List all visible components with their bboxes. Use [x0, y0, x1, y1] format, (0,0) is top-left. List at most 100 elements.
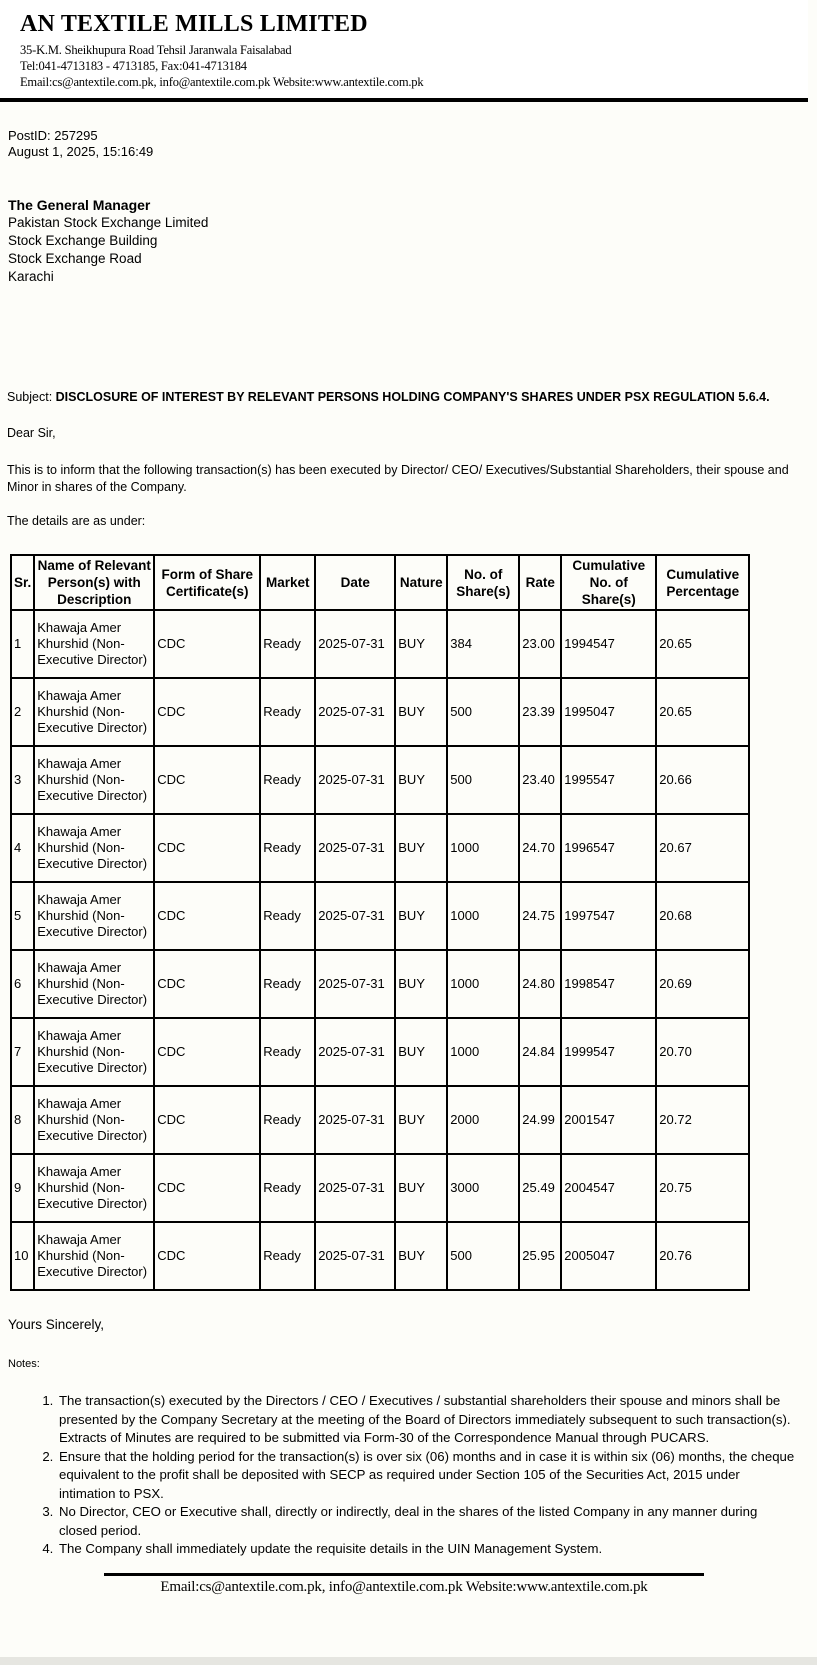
table-cell: 20.75	[655, 1153, 751, 1223]
table-cell: 2025-07-31	[314, 881, 397, 951]
transactions-table: Sr. Name of Relevant Person(s) with Descr…	[9, 554, 751, 1291]
table-row: 4 Khawaja Amer Khurshid (Non-Executive Di…	[9, 813, 751, 883]
letterhead: AN TEXTILE MILLS LIMITED 35-K.M. Sheikhu…	[0, 0, 808, 102]
table-cell: BUY	[394, 881, 449, 951]
table-cell: 2025-07-31	[314, 745, 397, 815]
table-cell: 5	[9, 881, 36, 951]
table-header-cell: Nature	[394, 554, 449, 611]
table-row: 6 Khawaja Amer Khurshid (Non-Executive Di…	[9, 949, 751, 1019]
table-row: 3 Khawaja Amer Khurshid (Non-Executive Di…	[9, 745, 751, 815]
company-contact: Email:cs@antextile.com.pk, info@antextil…	[20, 75, 424, 89]
table-row: 2 Khawaja Amer Khurshid (Non-Executive Di…	[9, 677, 751, 747]
table-cell: Ready	[259, 881, 317, 951]
table-cell: 3	[9, 745, 36, 815]
table-cell: 2001547	[560, 1085, 658, 1155]
table-cell: BUY	[394, 745, 449, 815]
table-cell: 24.70	[518, 813, 563, 883]
table-cell: 1	[9, 609, 36, 679]
table-cell: 24.84	[518, 1017, 563, 1087]
table-cell: 8	[9, 1085, 36, 1155]
subject-text: DISCLOSURE OF INTEREST BY RELEVANT PERSO…	[55, 390, 770, 404]
company-address: 35-K.M. Sheikhupura Road Tehsil Jaranwal…	[20, 43, 292, 57]
table-cell: 25.95	[518, 1221, 563, 1291]
table-cell: 2025-07-31	[314, 813, 397, 883]
table-cell: 20.69	[655, 949, 751, 1019]
table-cell: Ready	[259, 1153, 317, 1223]
table-cell: 24.75	[518, 881, 563, 951]
table-cell: Khawaja Amer Khurshid (Non-Executive Dir…	[33, 1085, 156, 1155]
table-header-cell: Form of Share Certificate(s)	[153, 554, 262, 611]
table-header-cell: Cumulative Percentage	[655, 554, 751, 611]
table-cell: Khawaja Amer Khurshid (Non-Executive Dir…	[33, 677, 156, 747]
table-cell: 2	[9, 677, 36, 747]
table-cell: 1000	[446, 949, 521, 1019]
table-cell: 24.99	[518, 1085, 563, 1155]
table-cell: CDC	[153, 609, 262, 679]
table-row: 5 Khawaja Amer Khurshid (Non-Executive Di…	[9, 881, 751, 951]
table-cell: Khawaja Amer Khurshid (Non-Executive Dir…	[33, 1017, 156, 1087]
addressee-line: Pakistan Stock Exchange Limited	[8, 215, 209, 230]
table-cell: BUY	[394, 609, 449, 679]
table-row: 7 Khawaja Amer Khurshid (Non-Executive Di…	[9, 1017, 751, 1087]
table-cell: 2005047	[560, 1221, 658, 1291]
table-header-cell: Market	[259, 554, 317, 611]
table-row: 1 Khawaja Amer Khurshid (Non-Executive Di…	[9, 609, 751, 679]
table-cell: 20.70	[655, 1017, 751, 1087]
details-intro: The details are as under:	[7, 514, 146, 528]
table-row: 9 Khawaja Amer Khurshid (Non-Executive Di…	[9, 1153, 751, 1223]
table-cell: BUY	[394, 813, 449, 883]
body-paragraph: This is to inform that the following tra…	[7, 463, 789, 494]
table-cell: Ready	[259, 813, 317, 883]
table-cell: Khawaja Amer Khurshid (Non-Executive Dir…	[33, 609, 156, 679]
table-header-cell: Rate	[518, 554, 563, 611]
table-cell: BUY	[394, 1017, 449, 1087]
table-cell: Khawaja Amer Khurshid (Non-Executive Dir…	[33, 745, 156, 815]
table-header-cell: Cumulative No. of Share(s)	[560, 554, 658, 611]
table-cell: 10	[9, 1221, 36, 1291]
table-cell: 1000	[446, 881, 521, 951]
table-cell: CDC	[153, 1153, 262, 1223]
company-name: AN TEXTILE MILLS LIMITED	[20, 11, 368, 37]
table-cell: 500	[446, 677, 521, 747]
table-cell: 2004547	[560, 1153, 658, 1223]
subject-line: Subject: DISCLOSURE OF INTEREST BY RELEV…	[7, 390, 808, 404]
table-cell: 1995547	[560, 745, 658, 815]
addressee-line: Stock Exchange Road	[8, 251, 142, 266]
table-cell: 2025-07-31	[314, 677, 397, 747]
addressee-line: Karachi	[8, 269, 54, 284]
table-cell: 20.76	[655, 1221, 751, 1291]
table-cell: 1994547	[560, 609, 658, 679]
addressee-lines: Pakistan Stock Exchange Limited Stock Exc…	[8, 214, 808, 286]
table-cell: CDC	[153, 881, 262, 951]
table-cell: 20.68	[655, 881, 751, 951]
table-cell: 20.72	[655, 1085, 751, 1155]
table-cell: 6	[9, 949, 36, 1019]
table-cell: 500	[446, 745, 521, 815]
document-page: AN TEXTILE MILLS LIMITED 35-K.M. Sheikhu…	[0, 0, 808, 1596]
company-phone-fax: Tel:041-4713183 - 4713185, Fax:041-47131…	[20, 59, 247, 73]
table-header-cell: Name of Relevant Person(s) with Descript…	[33, 554, 156, 611]
table-cell: 2025-07-31	[314, 1017, 397, 1087]
table-row: 8 Khawaja Amer Khurshid (Non-Executive Di…	[9, 1085, 751, 1155]
note-item: Ensure that the holding period for the t…	[57, 1448, 795, 1504]
table-cell: CDC	[153, 949, 262, 1019]
addressee-block: The General Manager Pakistan Stock Excha…	[8, 196, 808, 286]
table-cell: 20.67	[655, 813, 751, 883]
table-cell: CDC	[153, 677, 262, 747]
table-cell: 4	[9, 813, 36, 883]
table-header-row: Sr. Name of Relevant Person(s) with Descr…	[9, 554, 751, 611]
table-cell: CDC	[153, 745, 262, 815]
table-cell: BUY	[394, 1153, 449, 1223]
table-cell: 2025-07-31	[314, 609, 397, 679]
table-cell: 1997547	[560, 881, 658, 951]
table-cell: 1000	[446, 1017, 521, 1087]
table-cell: 1998547	[560, 949, 658, 1019]
table-cell: 1999547	[560, 1017, 658, 1087]
table-header-cell: Date	[314, 554, 397, 611]
table-cell: 500	[446, 1221, 521, 1291]
table-cell: 20.66	[655, 745, 751, 815]
table-cell: 2025-07-31	[314, 1221, 397, 1291]
subject-label: Subject:	[7, 390, 56, 404]
table-cell: Khawaja Amer Khurshid (Non-Executive Dir…	[33, 881, 156, 951]
post-datetime: August 1, 2025, 15:16:49	[8, 144, 154, 159]
